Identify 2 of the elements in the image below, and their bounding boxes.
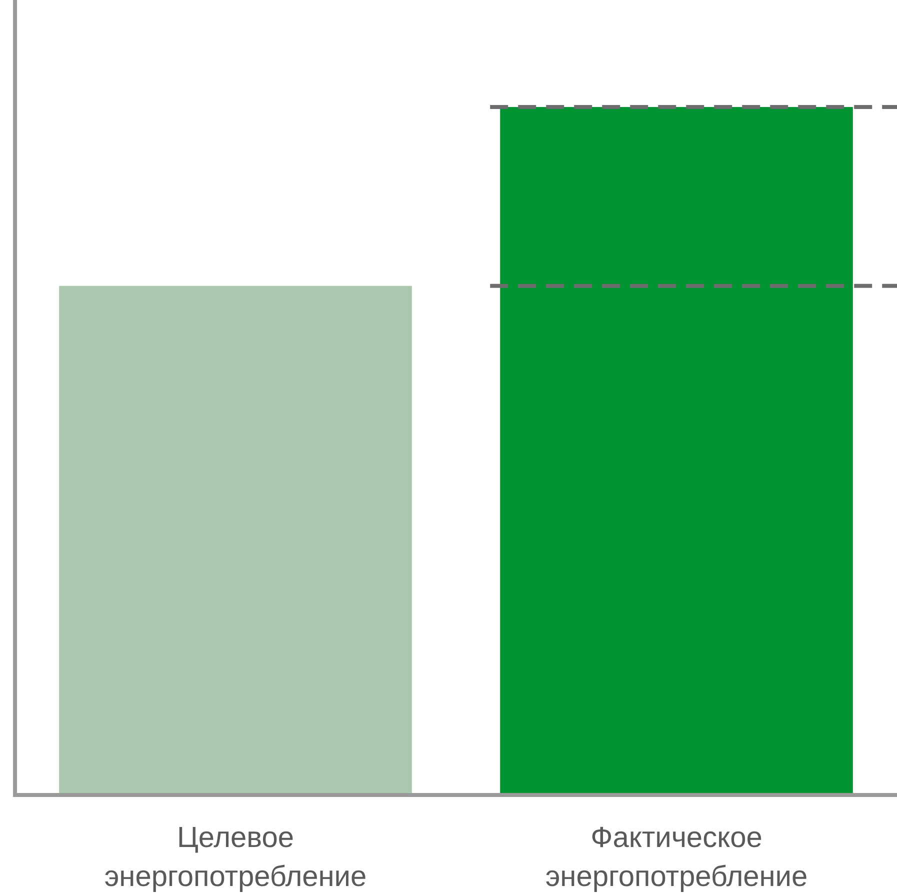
x-tick-label: Целевое энергопотребление xyxy=(104,822,367,893)
x-tick-label: Фактическое энергопотребление xyxy=(545,822,808,893)
